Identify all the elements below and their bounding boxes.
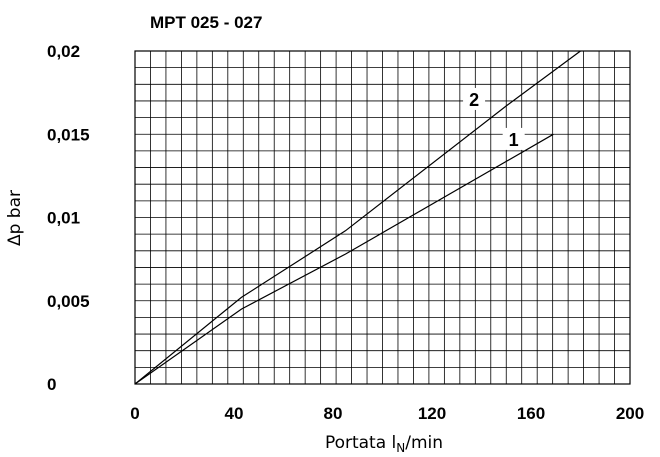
- x-tick-label: 80: [324, 404, 343, 423]
- plot-frame: [134, 50, 631, 385]
- series-label-background: [463, 87, 486, 110]
- y-tick-label: 0,015: [47, 125, 90, 144]
- x-axis-label: Portata lN/min: [325, 433, 443, 455]
- y-tick-label: 0,01: [47, 209, 80, 228]
- chart-title: MPT 025 - 027: [150, 13, 262, 32]
- series-label-2: 2: [469, 90, 479, 110]
- x-tick-label: 160: [517, 404, 545, 423]
- x-tick-label: 0: [130, 404, 139, 423]
- y-tick-label: 0,02: [47, 42, 80, 61]
- x-tick-label: 200: [616, 404, 644, 423]
- y-tick-label: 0: [47, 375, 56, 394]
- x-tick-label: 40: [225, 404, 244, 423]
- series-group: 12: [134, 50, 581, 385]
- y-axis-label: Δp bar: [5, 190, 25, 246]
- grid: [135, 51, 630, 384]
- x-tick-label: 120: [418, 404, 446, 423]
- series-line-2: [134, 50, 581, 385]
- series-line-1: [134, 133, 554, 385]
- x-tick-labels: 0 40 80 120 160 200: [130, 404, 644, 423]
- series-label-1: 1: [509, 130, 519, 150]
- y-tick-labels: 0 0,005 0,01 0,015 0,02: [47, 42, 90, 394]
- series-label-background: [502, 127, 525, 150]
- y-tick-label: 0,005: [47, 292, 90, 311]
